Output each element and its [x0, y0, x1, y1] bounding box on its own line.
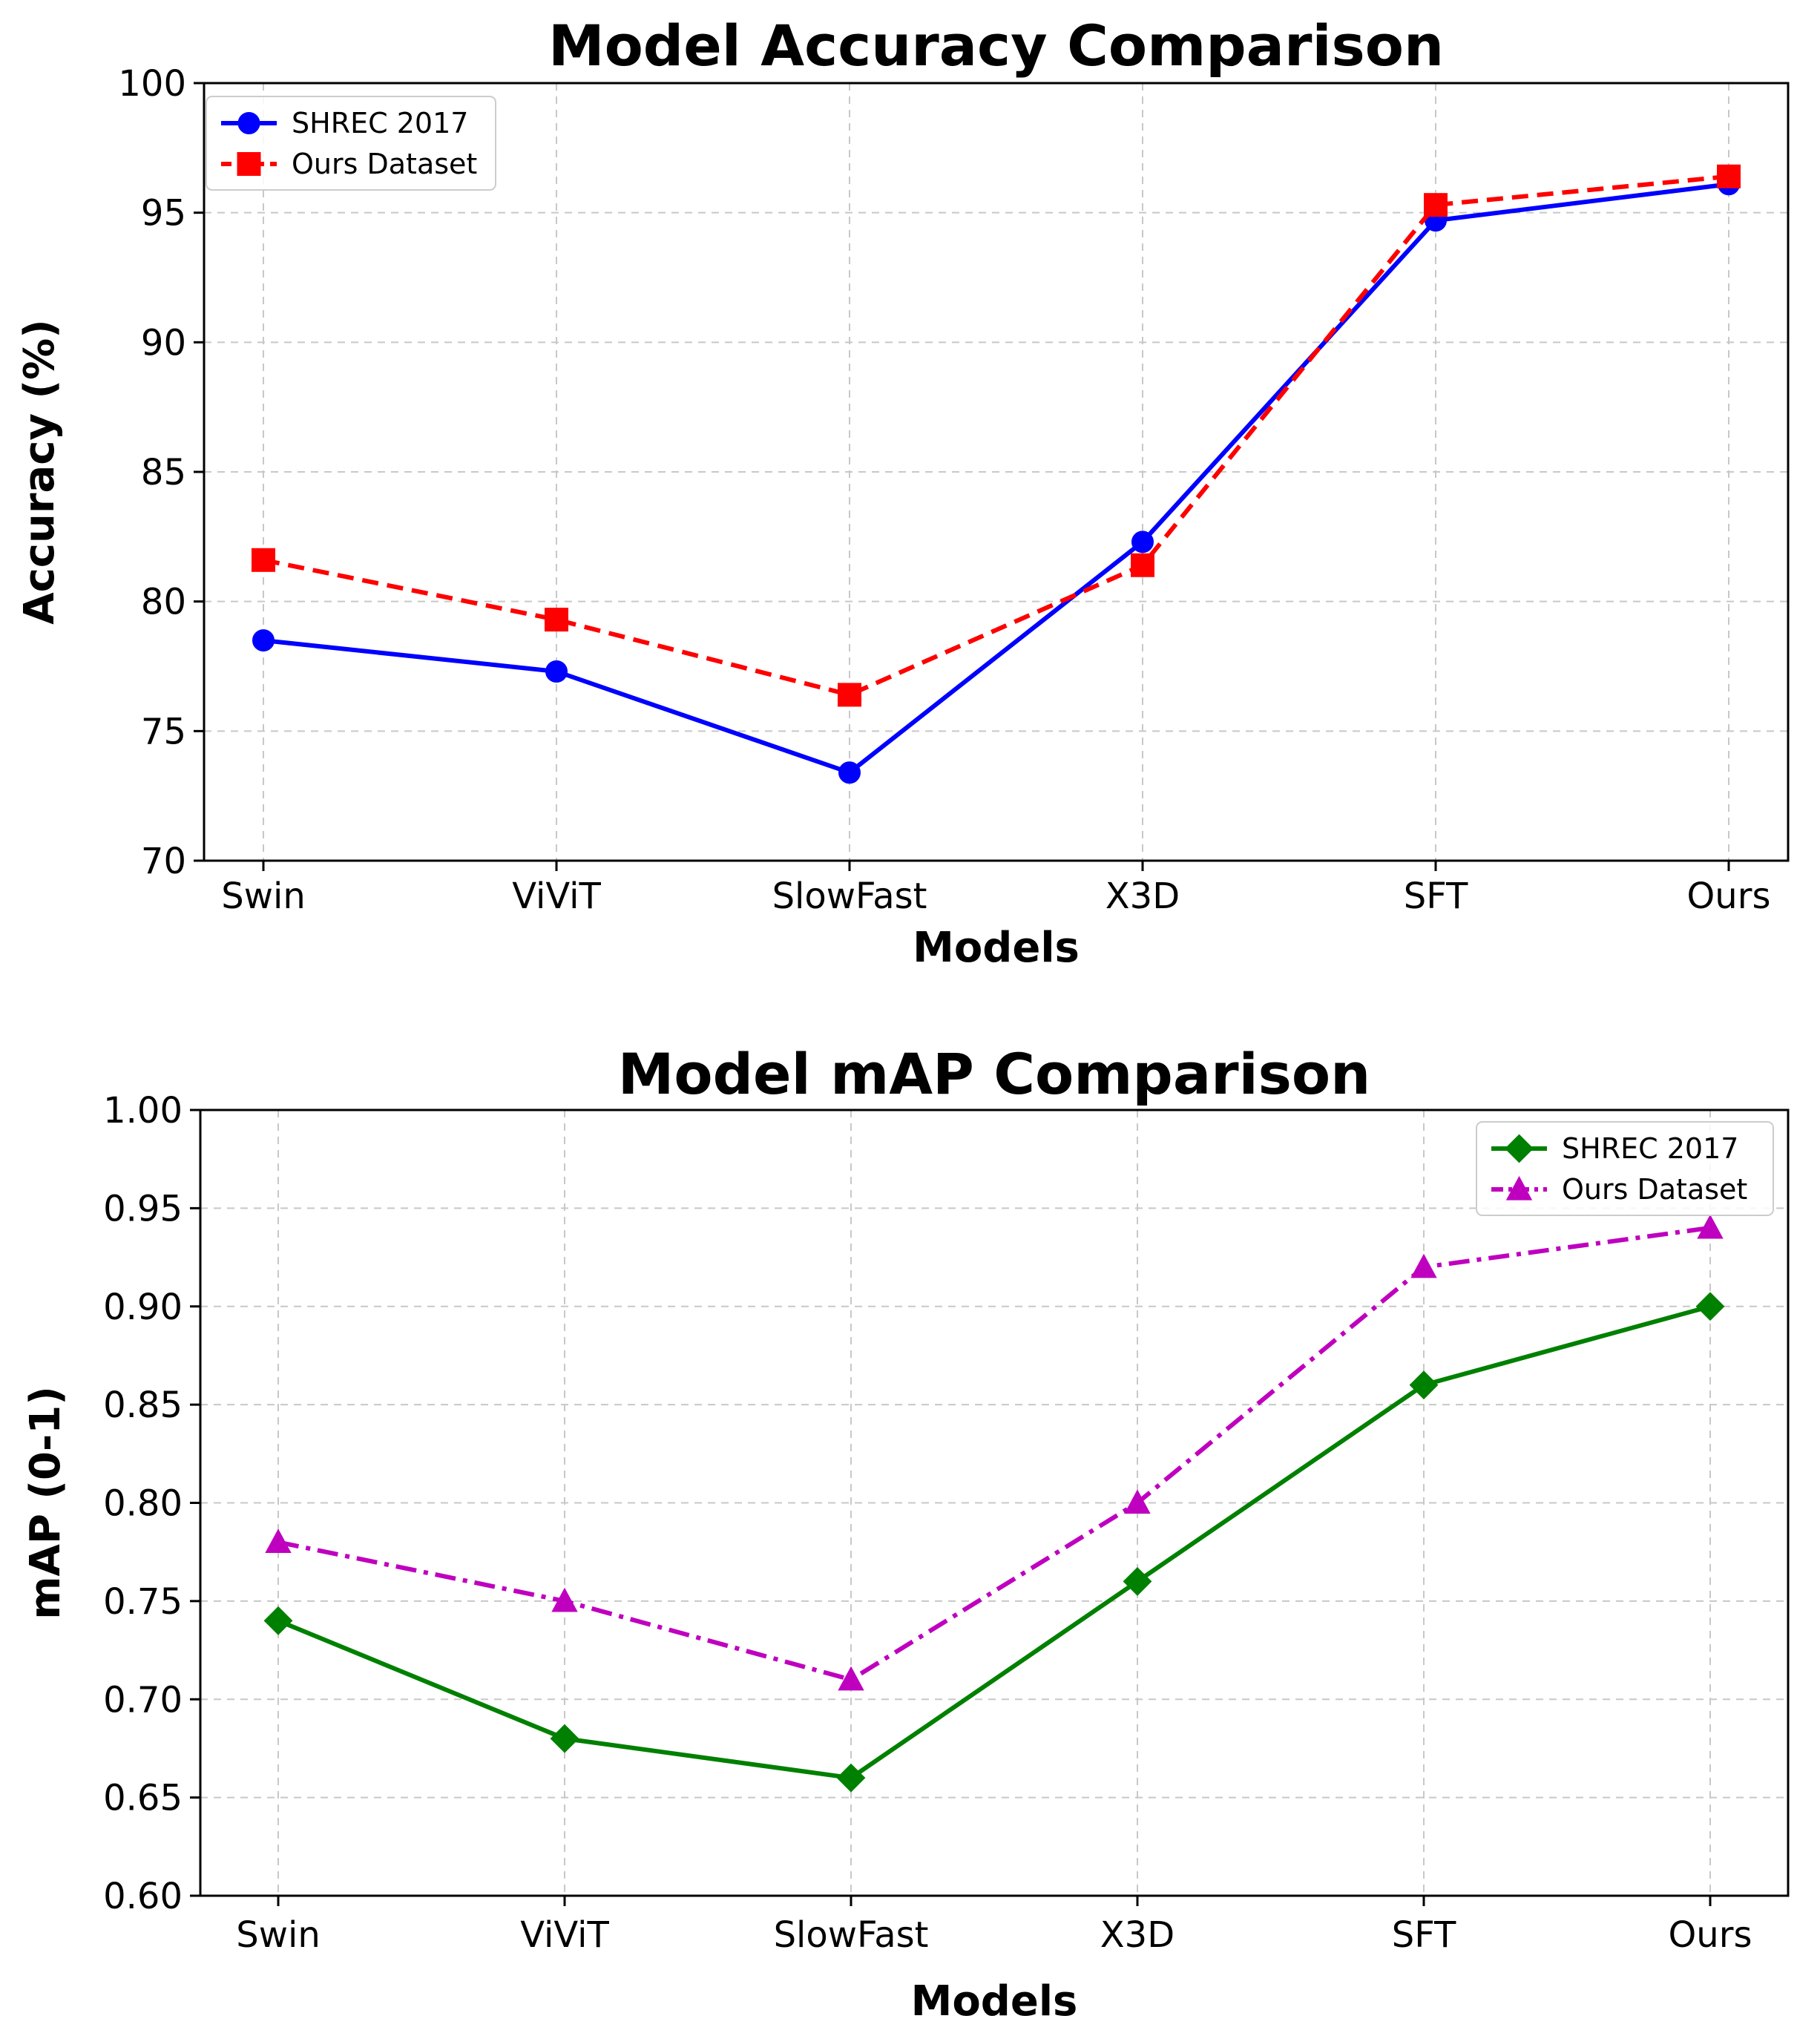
data-point-shrec-2017 [1131, 531, 1154, 554]
data-point-shrec-2017 [1123, 1566, 1152, 1596]
y-tick-label: 0.95 [103, 1188, 183, 1229]
data-point-ours-dataset [838, 683, 861, 707]
data-point-ours-dataset [1424, 193, 1448, 217]
legend-marker [1505, 1134, 1534, 1163]
x-tick-label: ViViT [512, 876, 601, 917]
data-point-shrec-2017 [263, 1606, 293, 1635]
data-point-shrec-2017 [1409, 1370, 1439, 1400]
legend-marker [237, 112, 260, 134]
data-point-ours-dataset [265, 1528, 292, 1554]
data-point-shrec-2017 [838, 761, 861, 784]
x-tick-label: Ours [1669, 1914, 1752, 1956]
y-axis-label: Accuracy (%) [16, 319, 64, 625]
chart-title: Model Accuracy Comparison [548, 13, 1444, 79]
y-tick-label: 1.00 [103, 1090, 183, 1132]
x-axis-label: Models [913, 924, 1080, 972]
x-tick-label: Swin [221, 876, 305, 917]
x-tick-label: X3D [1106, 876, 1180, 917]
chart-1: 70 75 80 85 90 95 100 Swin ViViT SlowFast X3D SFT Ou… [16, 13, 1790, 972]
y-tick-label: 0.70 [103, 1679, 183, 1721]
data-point-ours-dataset [838, 1666, 864, 1691]
x-tick-label: Swin [236, 1914, 320, 1956]
y-tick-label: 0.65 [103, 1778, 183, 1819]
series-line-ours-dataset [277, 1225, 1711, 1682]
x-tick-label: SlowFast [774, 1914, 929, 1956]
legend-label: Ours Dataset [292, 148, 477, 180]
legend-box [206, 96, 496, 191]
y-tick-label: 80 [141, 582, 186, 623]
x-tick-label: Ours [1687, 876, 1771, 917]
data-point-ours-dataset [1124, 1489, 1151, 1514]
series-line-shrec-2017 [277, 1304, 1711, 1781]
legend: SHREC 2017 Ours Dataset [206, 96, 496, 191]
x-tick-label: SFT [1404, 876, 1468, 917]
data-point-shrec-2017 [545, 660, 568, 683]
y-tick-label: 90 [141, 322, 186, 364]
data-point-ours-dataset [1131, 553, 1154, 577]
y-tick-label: 0.60 [103, 1876, 183, 1917]
legend-label: SHREC 2017 [292, 107, 468, 139]
legend-box [1476, 1121, 1774, 1216]
y-tick-label: 0.80 [103, 1483, 183, 1525]
series-line-shrec-2017 [263, 182, 1729, 775]
data-point-shrec-2017 [836, 1763, 866, 1793]
x-tick-label: ViViT [520, 1914, 609, 1956]
x-tick-label: SFT [1392, 1914, 1456, 1956]
legend: SHREC 2017 Ours Dataset [1476, 1121, 1774, 1216]
y-tick-label: 100 [118, 63, 186, 105]
y-tick-label: 95 [141, 193, 186, 234]
data-point-ours-dataset [545, 608, 568, 632]
data-point-ours-dataset [1717, 164, 1741, 188]
x-axis-label: Models [911, 1977, 1078, 2026]
chart-2: 0.60 0.65 0.70 0.75 0.80 0.85 0.90 0.95 1.00 Swin… [22, 1041, 1790, 2026]
y-tick-label: 85 [141, 452, 186, 493]
x-tick-label: X3D [1100, 1914, 1175, 1956]
x-tick-label: SlowFast [772, 876, 927, 917]
y-tick-label: 0.85 [103, 1385, 183, 1426]
y-tick-label: 0.75 [103, 1581, 183, 1623]
data-point-shrec-2017 [1695, 1292, 1725, 1321]
chart-title: Model mAP Comparison [618, 1041, 1370, 1107]
data-point-shrec-2017 [252, 629, 275, 652]
y-tick-label: 70 [141, 841, 186, 882]
data-point-ours-dataset [551, 1587, 578, 1612]
legend-marker [1505, 1175, 1533, 1201]
y-axis-label: mAP (0-1) [22, 1386, 70, 1620]
data-point-ours-dataset [1697, 1214, 1724, 1239]
y-tick-label: 75 [141, 711, 186, 752]
data-point-shrec-2017 [550, 1724, 579, 1753]
y-tick-label: 0.90 [103, 1287, 183, 1328]
legend-marker [237, 152, 261, 176]
data-point-ours-dataset [252, 548, 275, 572]
legend-label: SHREC 2017 [1562, 1132, 1738, 1165]
data-point-ours-dataset [1410, 1253, 1437, 1278]
legend-label: Ours Dataset [1562, 1173, 1747, 1206]
series-line-ours-dataset [263, 174, 1729, 697]
